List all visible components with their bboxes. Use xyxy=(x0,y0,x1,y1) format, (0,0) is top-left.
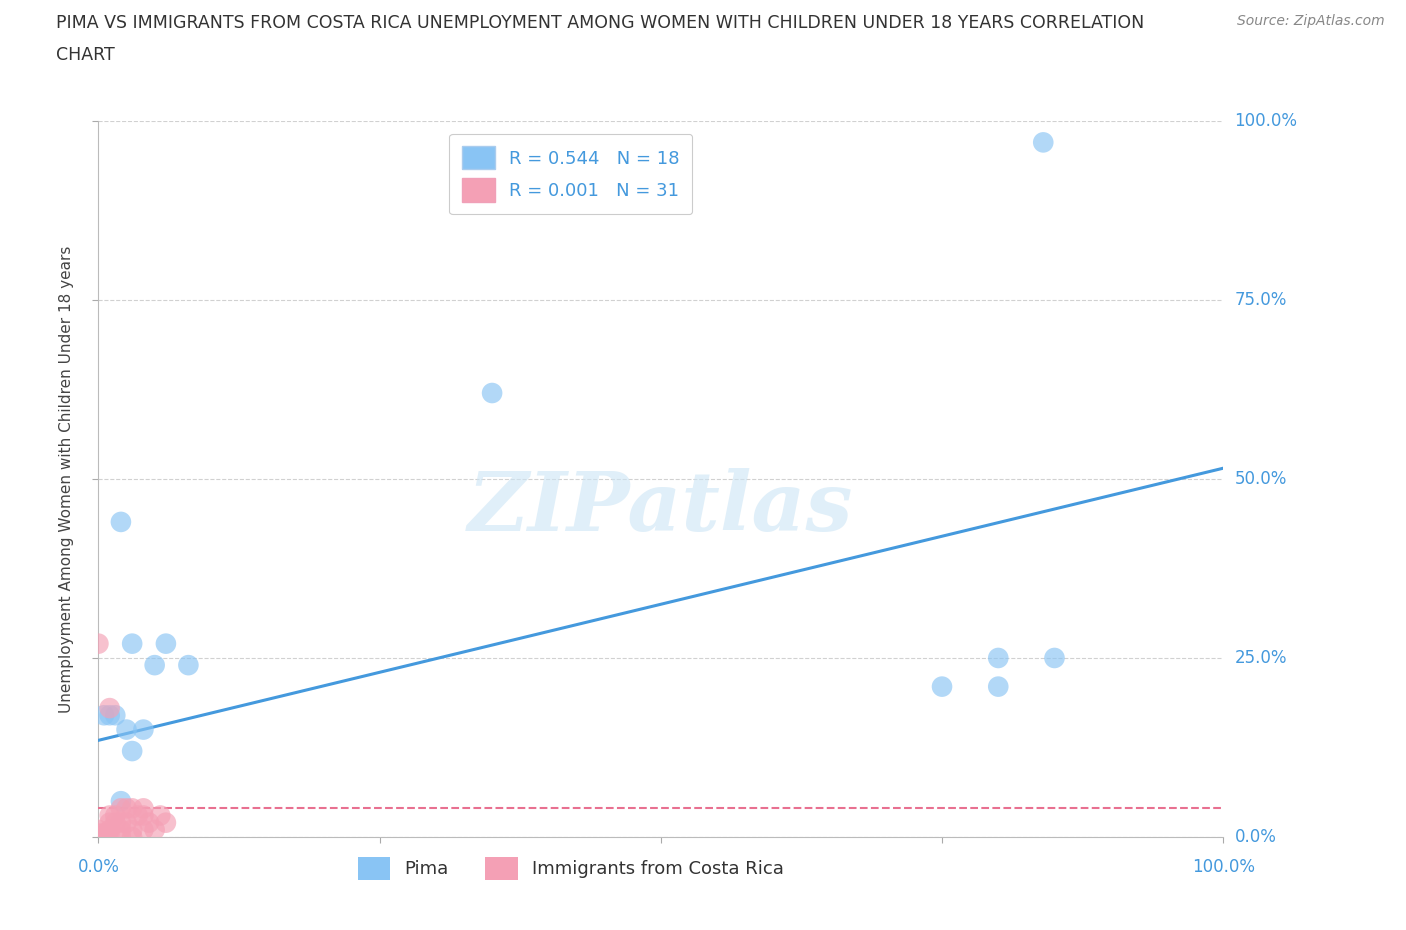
Point xyxy=(98,822,121,837)
Y-axis label: Unemployment Among Women with Children Under 18 years: Unemployment Among Women with Children U… xyxy=(59,246,75,712)
Point xyxy=(132,801,155,816)
Text: 100.0%: 100.0% xyxy=(1234,112,1298,130)
Point xyxy=(110,801,132,816)
Point xyxy=(98,700,121,715)
Text: ZIPatlas: ZIPatlas xyxy=(468,468,853,548)
Text: Source: ZipAtlas.com: Source: ZipAtlas.com xyxy=(1237,14,1385,28)
Point xyxy=(98,816,121,830)
Point xyxy=(132,722,155,737)
Point xyxy=(155,816,177,830)
Point xyxy=(132,808,155,823)
Point xyxy=(121,822,143,837)
Point xyxy=(931,679,953,694)
Point xyxy=(87,822,110,837)
Point xyxy=(104,708,127,723)
Point xyxy=(115,816,138,830)
Point xyxy=(93,708,115,723)
Point xyxy=(110,830,132,844)
Point xyxy=(110,816,132,830)
Legend: Pima, Immigrants from Costa Rica: Pima, Immigrants from Costa Rica xyxy=(344,844,797,893)
Point xyxy=(87,636,110,651)
Point xyxy=(93,830,115,844)
Text: 0.0%: 0.0% xyxy=(1234,828,1277,846)
Point xyxy=(98,826,121,841)
Point xyxy=(132,822,155,837)
Point xyxy=(1043,651,1066,666)
Point xyxy=(87,830,110,844)
Point xyxy=(115,722,138,737)
Text: PIMA VS IMMIGRANTS FROM COSTA RICA UNEMPLOYMENT AMONG WOMEN WITH CHILDREN UNDER : PIMA VS IMMIGRANTS FROM COSTA RICA UNEMP… xyxy=(56,14,1144,32)
Point xyxy=(115,801,138,816)
Point xyxy=(155,636,177,651)
Text: 100.0%: 100.0% xyxy=(1192,858,1254,876)
Point xyxy=(110,822,132,837)
Point xyxy=(138,816,160,830)
Point xyxy=(127,808,149,823)
Point xyxy=(104,816,127,830)
Point xyxy=(149,808,172,823)
Point xyxy=(96,826,118,841)
Text: 75.0%: 75.0% xyxy=(1234,291,1286,309)
Point xyxy=(481,386,503,401)
Point xyxy=(110,794,132,809)
Text: 50.0%: 50.0% xyxy=(1234,470,1286,488)
Point xyxy=(1032,135,1054,150)
Text: 25.0%: 25.0% xyxy=(1234,649,1286,667)
Point xyxy=(143,822,166,837)
Point xyxy=(104,808,127,823)
Point xyxy=(121,744,143,759)
Point xyxy=(987,651,1010,666)
Point xyxy=(98,708,121,723)
Text: 0.0%: 0.0% xyxy=(77,858,120,876)
Point xyxy=(98,808,121,823)
Point xyxy=(87,826,110,841)
Point xyxy=(93,826,115,841)
Point xyxy=(177,658,200,672)
Point xyxy=(110,514,132,529)
Point xyxy=(121,830,143,844)
Point xyxy=(143,658,166,672)
Point xyxy=(121,801,143,816)
Point xyxy=(987,679,1010,694)
Text: CHART: CHART xyxy=(56,46,115,64)
Point xyxy=(121,636,143,651)
